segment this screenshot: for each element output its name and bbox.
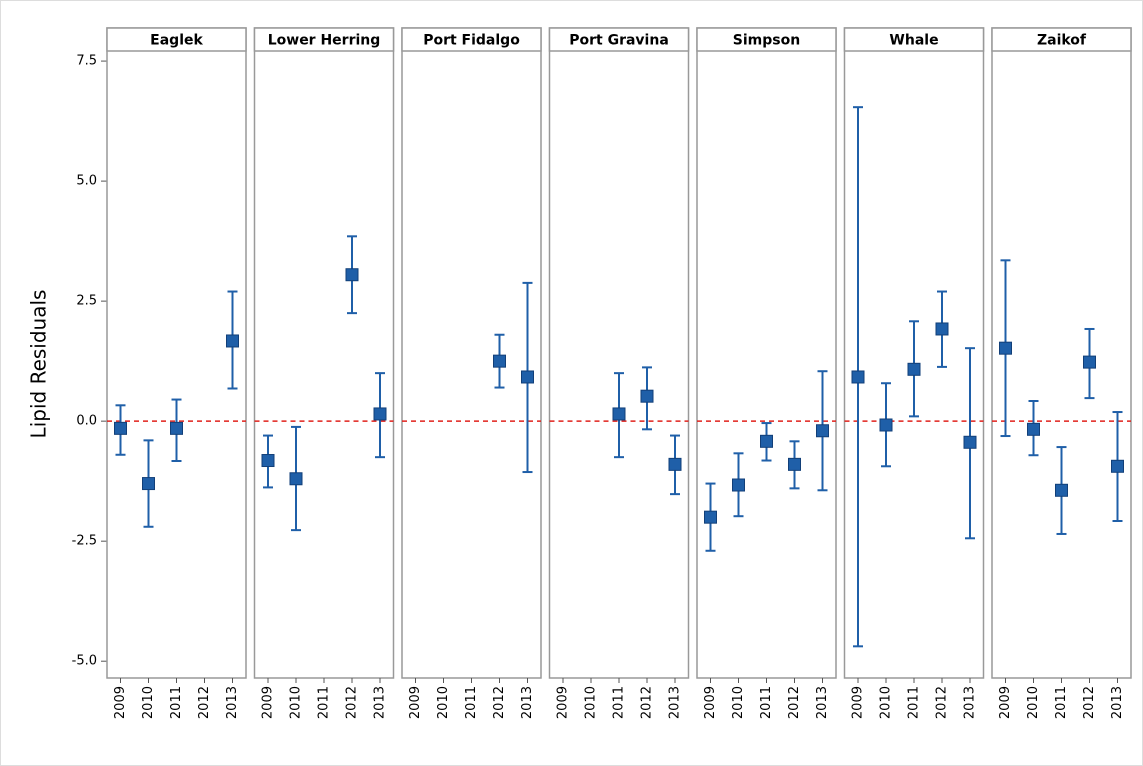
x-tick-label: 2009 [113,686,128,719]
x-tick-label: 2010 [879,686,894,719]
panel-header [991,27,1132,52]
x-tick-label: 2011 [612,686,627,719]
x-tick-label: 2011 [317,686,332,719]
point [907,362,921,376]
x-tick-label: 2013 [373,686,388,719]
panel-title: Port Gravina [569,33,669,49]
panel-title: Lower Herring [268,33,381,49]
panel-title: Whale [889,33,938,49]
panel-header [548,27,690,52]
x-tick-label: 2013 [1110,686,1125,719]
x-tick-label: 2011 [464,686,479,719]
x-tick-label: 2009 [998,686,1013,719]
panel-title: Eaglek [150,33,203,49]
x-tick-label: 2009 [703,686,718,719]
x-tick-label: 2012 [640,686,655,719]
y-tick-label: 0.0 [76,414,97,429]
point [170,421,183,435]
point [289,472,303,486]
point [879,418,893,432]
x-tick-label: 2012 [492,686,507,719]
point [760,434,773,448]
x-tick-label: 2010 [289,686,304,719]
point [1083,355,1096,369]
x-tick-label: 2013 [225,686,240,719]
y-tick-label: 2.5 [76,294,97,309]
point [935,322,949,336]
point [261,454,275,468]
x-tick-label: 2011 [907,686,922,719]
point [963,435,977,449]
point [493,354,506,368]
panel-header [106,27,247,52]
point [851,370,865,384]
point [612,407,626,421]
point [704,510,717,524]
point [521,370,534,384]
x-tick-label: 2010 [141,686,156,719]
point [226,334,239,348]
panel-header [843,27,985,52]
point [345,268,359,282]
panel-title: Port Fidalgo [423,33,520,49]
point [142,477,155,491]
x-tick-label: 2012 [935,686,950,719]
panel-header [696,27,837,52]
panel-title: Zaikof [1037,33,1087,49]
point [1055,483,1068,497]
y-tick-label: -5.0 [72,654,97,669]
point [788,457,801,471]
point [373,407,387,421]
x-tick-label: 2012 [197,686,212,719]
y-axis-label: Lipid Residuals [27,290,51,439]
x-tick-label: 2009 [408,686,423,719]
panel-title: Simpson [733,33,800,49]
x-tick-label: 2009 [851,686,866,719]
x-tick-label: 2011 [759,686,774,719]
point [114,421,127,435]
point [999,341,1012,355]
point [640,389,654,403]
point [1111,459,1124,473]
x-tick-label: 2010 [731,686,746,719]
x-tick-label: 2012 [787,686,802,719]
point [668,457,682,471]
y-tick-label: -2.5 [72,534,97,549]
x-tick-label: 2013 [963,686,978,719]
y-tick-label: 7.5 [76,54,97,69]
x-tick-label: 2010 [584,686,599,719]
x-tick-label: 2013 [668,686,683,719]
x-tick-label: 2011 [1054,686,1069,719]
x-tick-label: 2013 [520,686,535,719]
panel-header [401,27,542,52]
x-tick-label: 2013 [815,686,830,719]
point [732,478,745,492]
x-tick-label: 2010 [436,686,451,719]
panel-header [253,27,395,52]
x-tick-label: 2009 [261,686,276,719]
x-tick-label: 2012 [1082,686,1097,719]
x-tick-label: 2010 [1026,686,1041,719]
x-tick-label: 2009 [556,686,571,719]
x-tick-label: 2012 [345,686,360,719]
y-tick-label: 5.0 [76,174,97,189]
x-tick-label: 2011 [169,686,184,719]
point [1027,422,1040,436]
point [816,424,829,438]
